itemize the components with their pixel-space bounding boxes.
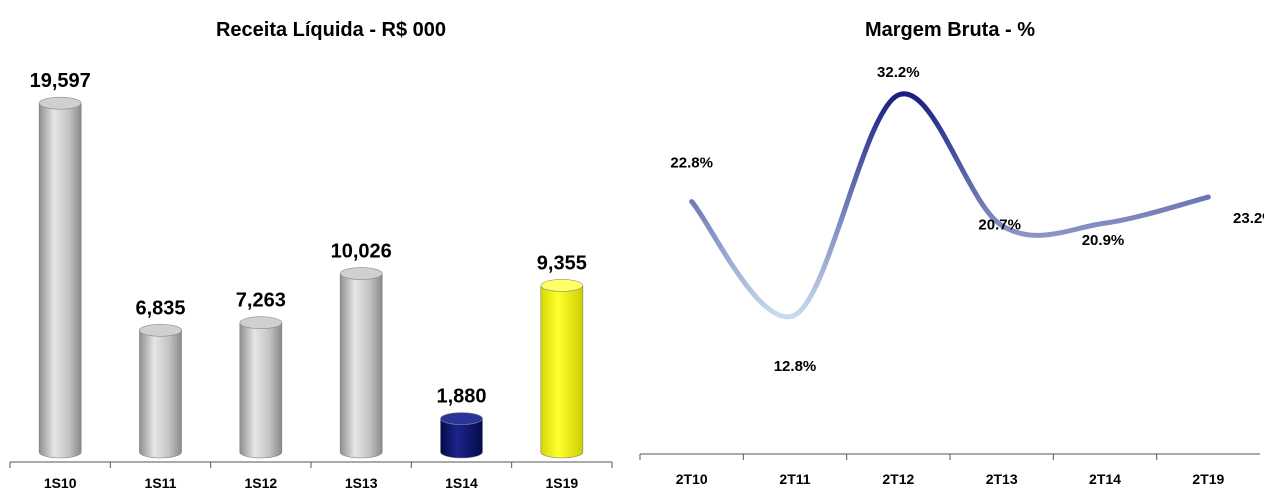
bar-value-label: 19,597: [30, 70, 91, 92]
line-x-tick-label: 2T19: [1192, 471, 1224, 487]
line-x-tick-label: 2T12: [882, 471, 914, 487]
bar-x-tick-label: 1S14: [445, 475, 478, 491]
line-value-label: 23.2%: [1233, 210, 1264, 227]
bar-1S13: [339, 267, 383, 459]
line-chart: Margem Bruta - % 22.8% 12.8% 32.2% 20.7% 20.…: [639, 19, 1264, 487]
bar-top-1S12: [239, 316, 283, 330]
bar-value-label: 7,263: [236, 290, 286, 312]
bar-body-1S13: [339, 273, 383, 459]
bar-1S10: [38, 96, 82, 459]
bar-body-1S11: [139, 330, 182, 459]
bar-x-tick-label: 1S10: [44, 475, 77, 491]
bar-x-tick-label: 1S19: [545, 475, 578, 491]
bar-x-tick-label: 1S11: [145, 475, 177, 491]
bar-1S14: [440, 412, 483, 459]
bar-top-1S19: [540, 279, 584, 292]
bar-1S11: [139, 324, 182, 459]
line-value-label: 20.7%: [978, 216, 1021, 233]
bar-chart-title: Receita Líquida - R$ 000: [216, 19, 446, 41]
line-value-label: 22.8%: [670, 155, 713, 172]
bar-body-1S14: [440, 418, 483, 459]
bar-value-label: 10,026: [331, 241, 392, 263]
bar-marks: 19,597 6,835 7,263 10,026 1,880 9,355: [30, 70, 587, 459]
line-x-axis: 2T10 2T11 2T12 2T13 2T14 2T19: [639, 453, 1260, 487]
bar-value-label: 9,355: [537, 252, 587, 274]
bar-top-1S14: [440, 412, 483, 425]
bar-body-1S12: [239, 322, 283, 459]
bar-1S19: [540, 279, 584, 459]
line-value-label: 20.9%: [1082, 232, 1125, 249]
bar-top-1S11: [139, 324, 182, 337]
line-marks: 22.8% 12.8% 32.2% 20.7% 20.9% 23.2%: [670, 64, 1264, 375]
line-x-tick-label: 2T13: [986, 471, 1018, 487]
bar-x-tick-label: 1S12: [244, 475, 277, 491]
bar-top-1S13: [339, 267, 383, 280]
bar-x-axis: 1S10 1S11 1S12 1S13 1S14 1S19: [9, 461, 613, 491]
bar-body-1S10: [38, 102, 82, 459]
bar-top-1S10: [38, 96, 82, 110]
bar-body-1S19: [540, 285, 584, 459]
bar-1S12: [239, 316, 283, 459]
line-value-label: 12.8%: [774, 358, 817, 375]
line-chart-title: Margem Bruta - %: [865, 19, 1035, 41]
bar-chart: Receita Líquida - R$ 000 19,597 6,835 7,26…: [9, 19, 613, 491]
bar-value-label: 1,880: [436, 386, 486, 408]
bar-value-label: 6,835: [135, 297, 185, 319]
line-x-tick-label: 2T10: [676, 471, 708, 487]
bar-x-tick-label: 1S13: [345, 475, 378, 491]
line-value-label: 32.2%: [877, 64, 920, 81]
line-x-tick-label: 2T14: [1089, 471, 1121, 487]
line-x-tick-label: 2T11: [779, 471, 810, 487]
line-series: [689, 91, 1211, 320]
